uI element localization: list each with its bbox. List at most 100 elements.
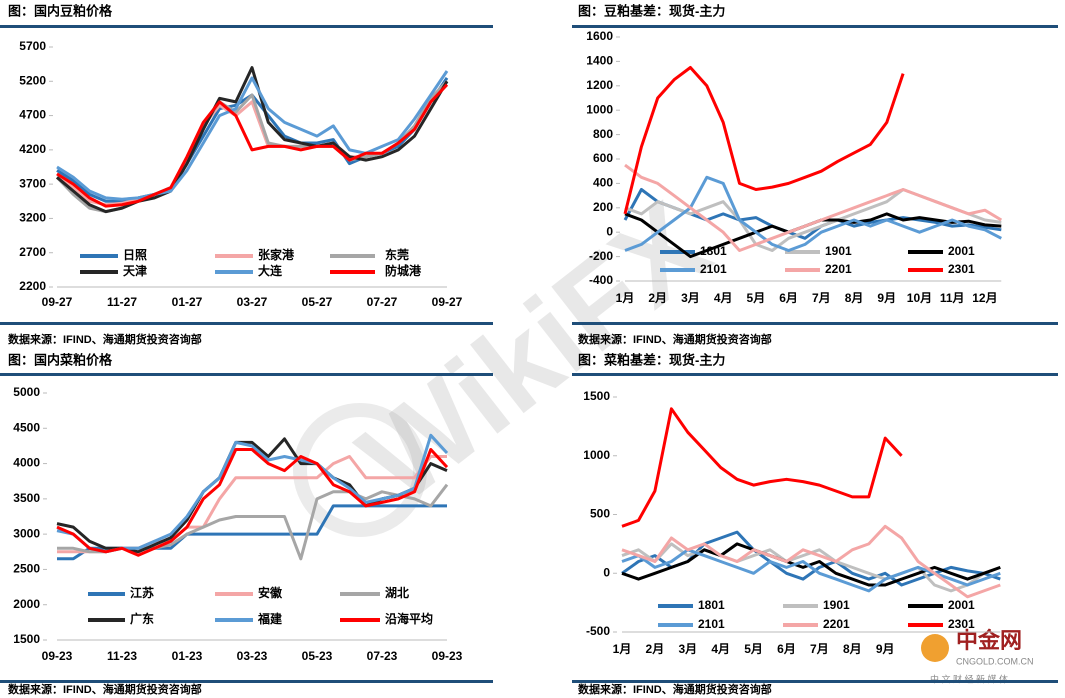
x-tick-label: 9月 — [876, 642, 895, 656]
source-note: 数据来源：IFIND、海通期货投资咨询部 — [8, 682, 202, 696]
chart-title: 图：菜粕基差：现货-主力 — [578, 352, 725, 367]
x-tick-label: 1月 — [613, 642, 632, 656]
y-tick-label: 3200 — [19, 211, 46, 225]
y-tick-label: 400 — [593, 176, 613, 190]
legend-label: 2301 — [948, 617, 975, 631]
y-tick-label: 4000 — [13, 456, 40, 470]
y-tick-label: 800 — [593, 127, 613, 141]
y-tick-label: 4200 — [19, 142, 46, 156]
legend-label: 1901 — [825, 244, 852, 258]
series-line — [624, 163, 1003, 252]
y-tick-label: 5200 — [19, 73, 46, 87]
legend-label: 张家港 — [258, 247, 295, 262]
logo-url: CNGOLD.COM.CN — [956, 656, 1034, 666]
y-tick-label: 600 — [593, 151, 613, 165]
y-tick-label: 1600 — [586, 29, 613, 43]
bottom-rule — [0, 322, 493, 325]
y-tick-label: 200 — [593, 200, 613, 214]
y-tick-label: 1000 — [586, 102, 613, 116]
legend-label: 1801 — [698, 598, 725, 612]
legend-label: 东莞 — [385, 247, 409, 262]
legend-label: 2001 — [948, 244, 975, 258]
y-tick-label: 2200 — [19, 279, 46, 293]
series-line — [624, 175, 1002, 252]
chart-title: 图：国内豆粕价格 — [8, 3, 113, 18]
title-rule — [572, 25, 1058, 28]
series-line — [623, 66, 905, 215]
y-tick-label: 1400 — [586, 54, 613, 68]
x-tick-label: 4月 — [714, 291, 733, 305]
legend-label: 安徽 — [258, 585, 283, 600]
x-tick-label: 2月 — [646, 642, 665, 656]
y-tick-label: 0 — [603, 565, 610, 579]
legend-label: 2101 — [700, 262, 727, 276]
bottom-rule — [0, 680, 493, 683]
x-tick-label: 03-23 — [237, 649, 268, 663]
x-tick-label: 01-23 — [172, 649, 203, 663]
series-line — [621, 524, 1001, 599]
series-line — [621, 407, 903, 528]
x-tick-label: 05-23 — [302, 649, 333, 663]
y-tick-label: 2000 — [13, 597, 40, 611]
legend-label: 2201 — [823, 617, 850, 631]
x-tick-label: 01-27 — [172, 295, 203, 309]
legend-label: 福建 — [257, 611, 283, 626]
series-line — [56, 83, 449, 208]
legend-label: 2201 — [825, 262, 852, 276]
legend-label: 大连 — [258, 263, 283, 278]
y-tick-label: 3500 — [13, 491, 40, 505]
y-tick-label: -400 — [589, 273, 613, 287]
x-tick-label: 7月 — [810, 642, 829, 656]
legend-label: 天津 — [123, 263, 147, 278]
x-tick-label: 1月 — [616, 291, 635, 305]
y-tick-label: 1000 — [583, 448, 610, 462]
x-tick-label: 07-27 — [367, 295, 398, 309]
legend-label: 湖北 — [385, 585, 409, 600]
legend-label: 2301 — [948, 262, 975, 276]
x-tick-label: 5月 — [744, 642, 763, 656]
series-line — [56, 66, 449, 214]
legend-label: 1801 — [700, 244, 727, 258]
bottom-rule — [572, 680, 1058, 683]
y-tick-label: 0 — [606, 224, 613, 238]
x-tick-label: 3月 — [678, 642, 697, 656]
y-tick-label: -200 — [589, 249, 613, 263]
chart-title: 图：国内菜粕价格 — [8, 352, 113, 367]
source-note: 数据来源：IFIND、海通期货投资咨询部 — [578, 332, 772, 346]
title-rule — [572, 373, 1058, 376]
title-rule — [0, 373, 493, 376]
y-tick-label: 4700 — [19, 108, 46, 122]
x-tick-label: 07-23 — [367, 649, 398, 663]
y-tick-label: 5000 — [13, 385, 40, 399]
y-tick-label: 1500 — [583, 389, 610, 403]
x-tick-label: 09-27 — [42, 295, 73, 309]
legend-label: 日照 — [123, 247, 147, 262]
legend-label: 防城港 — [385, 263, 422, 278]
series-line — [56, 448, 449, 557]
legend-label: 沿海平均 — [384, 611, 433, 626]
x-tick-label: 09-23 — [432, 649, 463, 663]
chart-title: 图：豆粕基差：现货-主力 — [578, 3, 725, 18]
logo-icon — [921, 634, 949, 662]
x-tick-label: 7月 — [812, 291, 831, 305]
x-tick-label: 4月 — [711, 642, 730, 656]
legend-label: 1901 — [823, 598, 850, 612]
y-tick-label: -500 — [586, 624, 610, 638]
y-tick-label: 3700 — [19, 176, 46, 190]
x-tick-label: 8月 — [843, 642, 862, 656]
x-tick-label: 3月 — [681, 291, 700, 305]
x-tick-label: 11-23 — [107, 649, 137, 663]
x-tick-label: 10月 — [907, 291, 932, 305]
bottom-rule — [572, 322, 1058, 325]
series-line — [621, 542, 1001, 587]
source-note: 数据来源：IFIND、海通期货投资咨询部 — [8, 332, 202, 346]
x-tick-label: 5月 — [747, 291, 766, 305]
x-tick-label: 09-27 — [432, 295, 463, 309]
source-note: 数据来源：IFIND、海通期货投资咨询部 — [578, 682, 772, 696]
x-tick-label: 8月 — [845, 291, 864, 305]
y-tick-label: 5700 — [19, 39, 46, 53]
x-tick-label: 2月 — [648, 291, 667, 305]
legend-label: 2001 — [948, 598, 975, 612]
y-tick-label: 2500 — [13, 562, 40, 576]
legend-label: 江苏 — [130, 585, 154, 600]
